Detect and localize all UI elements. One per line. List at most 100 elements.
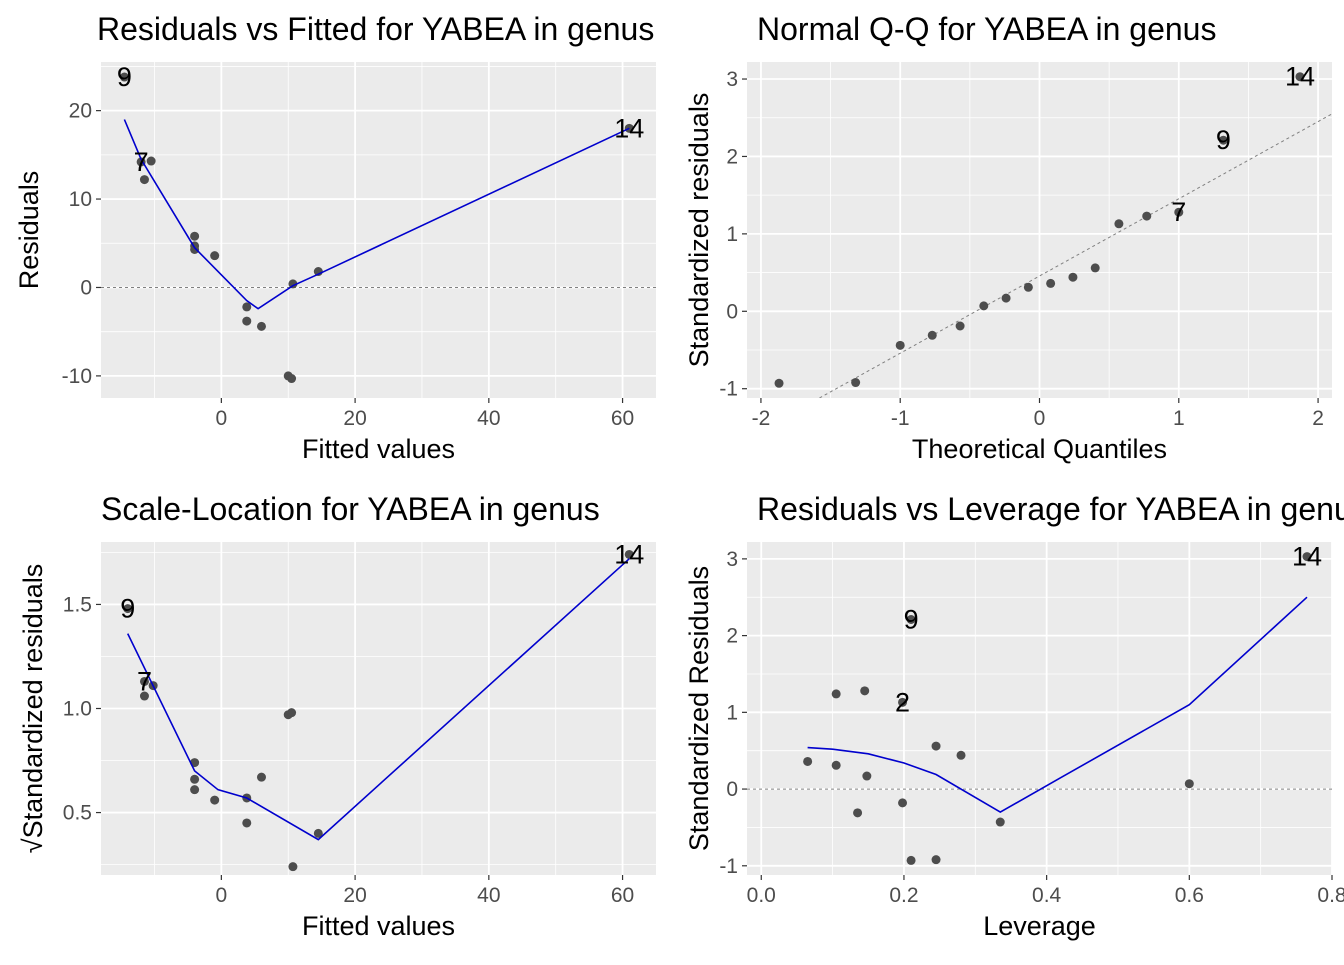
panel-title: Scale-Location for YABEA in genus	[101, 491, 600, 527]
point-label: 9	[120, 594, 135, 624]
y-axis-title: √Standardized residuals	[18, 564, 48, 854]
panel-1: Residuals vs Fitted for YABEA in genus 9 7…	[14, 11, 656, 464]
y-tick-label: 0	[726, 300, 738, 323]
x-axis-title: Fitted values	[302, 434, 455, 464]
data-point	[898, 798, 908, 808]
data-point	[1023, 282, 1033, 292]
panel-title: Residuals vs Leverage for YABEA in genus	[757, 491, 1344, 527]
y-tick-label: 2	[726, 145, 738, 168]
data-point	[210, 251, 220, 261]
point-label: 7	[1171, 197, 1186, 227]
data-point	[995, 817, 1005, 827]
data-point	[979, 301, 989, 311]
x-tick-label: -2	[752, 407, 771, 430]
x-tick-label: 40	[477, 884, 500, 907]
data-point	[256, 772, 266, 782]
data-point	[1184, 779, 1194, 789]
y-axis-title: Standardized residuals	[684, 93, 714, 368]
data-point	[139, 175, 149, 185]
data-point	[1090, 263, 1100, 273]
y-tick-label: 3	[726, 68, 738, 91]
data-point	[242, 316, 252, 326]
data-point	[190, 244, 200, 254]
data-point	[851, 378, 861, 388]
data-point	[895, 340, 905, 350]
data-point	[256, 321, 266, 331]
x-tick-label: -1	[891, 407, 910, 430]
panel-background	[101, 62, 656, 398]
y-tick-label: 1	[726, 701, 738, 724]
x-tick-label: 0.0	[747, 884, 776, 907]
data-point	[931, 741, 941, 751]
x-tick-label: 1	[1173, 407, 1185, 430]
x-tick-label: 20	[343, 884, 366, 907]
data-point	[860, 686, 870, 696]
x-tick-label: 0	[216, 407, 228, 430]
x-tick-label: 60	[611, 884, 634, 907]
x-tick-label: 0.4	[1032, 884, 1062, 907]
data-point	[898, 697, 908, 707]
y-tick-label: 1.5	[63, 593, 92, 616]
y-tick-label: -1	[719, 855, 738, 878]
data-point	[190, 774, 200, 784]
data-point	[119, 72, 129, 82]
data-point	[146, 156, 156, 166]
y-axis-title: Residuals	[14, 171, 44, 290]
y-tick-label: 20	[69, 100, 92, 123]
y-axis-title: Standardized Residuals	[684, 566, 714, 851]
y-tick-label: -1	[719, 378, 738, 401]
data-point	[190, 785, 200, 795]
point-label: 9	[117, 62, 132, 92]
data-point	[242, 818, 252, 828]
x-axis-title: Theoretical Quantiles	[912, 434, 1167, 464]
panel-background	[747, 542, 1332, 875]
data-point	[831, 760, 841, 770]
panel-3: Scale-Location for YABEA in genus 9 7 14 0 20…	[18, 491, 656, 941]
x-tick-label: 0.6	[1175, 884, 1204, 907]
x-tick-label: 40	[477, 407, 500, 430]
data-point	[831, 689, 841, 699]
data-point	[313, 828, 323, 838]
data-point	[210, 795, 220, 805]
data-point	[139, 691, 149, 701]
data-point	[123, 604, 133, 614]
data-point	[862, 771, 872, 781]
data-point	[906, 855, 916, 865]
data-point	[803, 756, 813, 766]
y-tick-label: 1	[726, 223, 738, 246]
y-tick-label: 2	[726, 625, 738, 648]
data-point	[288, 862, 298, 872]
data-point	[1295, 72, 1305, 82]
smooth-line	[123, 119, 630, 310]
y-tick-label: -10	[62, 365, 92, 388]
data-point	[955, 321, 965, 331]
x-axis-title: Fitted values	[302, 911, 455, 941]
point-label: 14	[614, 113, 644, 143]
data-point	[287, 374, 297, 384]
y-tick-label: 3	[726, 548, 738, 571]
x-tick-label: 60	[611, 407, 634, 430]
data-point	[242, 302, 252, 312]
data-point	[288, 279, 298, 289]
data-point	[774, 378, 784, 388]
y-tick-label: 0.5	[63, 802, 92, 825]
point-label: 7	[137, 666, 152, 696]
qq-reference-line	[819, 113, 1332, 398]
data-point	[1001, 293, 1011, 303]
x-tick-label: 0.2	[889, 884, 918, 907]
x-tick-label: 20	[343, 407, 366, 430]
data-point	[190, 231, 200, 241]
data-point	[956, 750, 966, 760]
data-point	[139, 676, 149, 686]
point-label: 2	[895, 687, 910, 717]
y-tick-label: 0	[80, 276, 92, 299]
point-label: 9	[1216, 125, 1231, 155]
panel-title: Normal Q-Q for YABEA in genus	[757, 11, 1216, 47]
data-point	[1218, 135, 1228, 145]
smooth-line	[807, 596, 1308, 814]
data-point	[853, 808, 863, 818]
smooth-line	[126, 558, 630, 841]
point-label: 14	[1292, 542, 1322, 572]
